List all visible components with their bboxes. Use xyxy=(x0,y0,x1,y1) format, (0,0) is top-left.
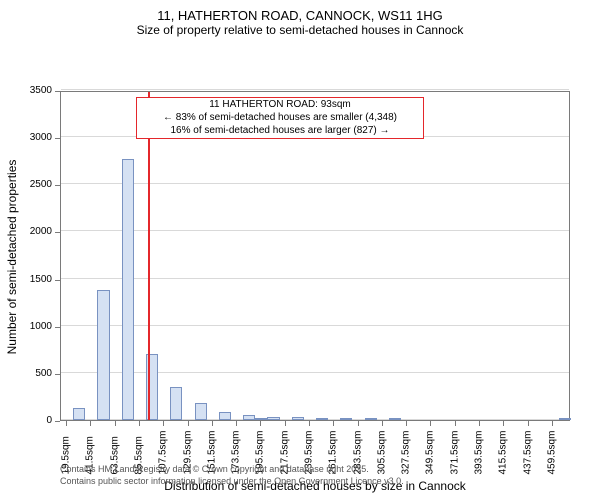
annotation-box: 11 HATHERTON ROAD: 93sqm ← 83% of semi-d… xyxy=(136,97,424,139)
annotation-line3: 16% of semi-detached houses are larger (… xyxy=(137,124,423,137)
grid-line xyxy=(61,89,569,90)
grid-line xyxy=(61,230,569,231)
histogram-bar xyxy=(292,417,304,420)
y-tick-mark xyxy=(55,374,60,375)
x-tick-mark xyxy=(285,421,286,426)
x-tick-mark xyxy=(212,421,213,426)
chart-title-line1: 11, HATHERTON ROAD, CANNOCK, WS11 1HG xyxy=(0,0,600,23)
histogram-bar xyxy=(97,290,109,420)
x-tick-mark xyxy=(406,421,407,426)
x-tick-mark xyxy=(139,421,140,426)
x-tick-mark xyxy=(552,421,553,426)
histogram-bar xyxy=(170,387,182,420)
y-axis-label: Number of semi-detached properties xyxy=(5,107,19,407)
grid-line xyxy=(61,183,569,184)
x-tick-mark xyxy=(455,421,456,426)
x-tick-mark xyxy=(528,421,529,426)
y-tick-mark xyxy=(55,327,60,328)
chart-container: { "chart": { "type": "histogram", "title… xyxy=(0,0,600,500)
property-marker-line xyxy=(148,92,150,420)
histogram-bar xyxy=(243,415,255,420)
y-tick-mark xyxy=(55,185,60,186)
y-tick-mark xyxy=(55,232,60,233)
x-tick-mark xyxy=(358,421,359,426)
annotation-line2: ← 83% of semi-detached houses are smalle… xyxy=(137,111,423,124)
x-tick-mark xyxy=(503,421,504,426)
histogram-bar xyxy=(122,159,134,420)
x-tick-mark xyxy=(309,421,310,426)
footer: Contains HM Land Registry data © Crown c… xyxy=(60,464,600,487)
footer-line2: Contains public sector information licen… xyxy=(60,476,600,488)
x-tick-mark xyxy=(90,421,91,426)
x-tick-mark xyxy=(115,421,116,426)
footer-line1: Contains HM Land Registry data © Crown c… xyxy=(60,464,600,476)
grid-line xyxy=(61,419,569,420)
histogram-bar xyxy=(267,417,279,420)
y-tick-label: 3500 xyxy=(2,85,52,96)
histogram-bar xyxy=(340,418,352,420)
histogram-bar xyxy=(73,408,85,420)
x-tick-mark xyxy=(236,421,237,426)
x-tick-mark xyxy=(260,421,261,426)
grid-line xyxy=(61,325,569,326)
chart-title-line2: Size of property relative to semi-detach… xyxy=(0,23,600,41)
histogram-bar xyxy=(255,418,267,420)
x-tick-mark xyxy=(188,421,189,426)
y-tick-mark xyxy=(55,138,60,139)
grid-line xyxy=(61,372,569,373)
histogram-bar xyxy=(219,412,231,420)
y-tick-mark xyxy=(55,421,60,422)
x-tick-mark xyxy=(333,421,334,426)
y-tick-mark xyxy=(55,280,60,281)
x-tick-mark xyxy=(479,421,480,426)
grid-line xyxy=(61,278,569,279)
histogram-bar xyxy=(389,418,401,420)
annotation-line1: 11 HATHERTON ROAD: 93sqm xyxy=(137,98,423,111)
x-tick-mark xyxy=(382,421,383,426)
y-tick-label: 0 xyxy=(2,415,52,426)
histogram-bar xyxy=(559,418,571,420)
x-tick-mark xyxy=(66,421,67,426)
histogram-bar xyxy=(365,418,377,420)
histogram-bar xyxy=(316,418,328,420)
y-tick-mark xyxy=(55,91,60,92)
x-tick-mark xyxy=(430,421,431,426)
histogram-bar xyxy=(195,403,207,420)
plot-area xyxy=(60,91,570,421)
x-tick-mark xyxy=(163,421,164,426)
